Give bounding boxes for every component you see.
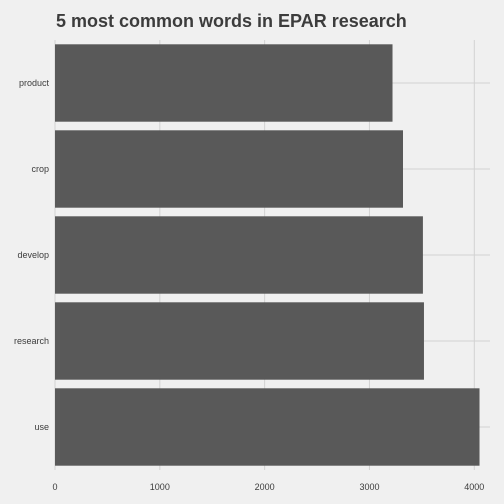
y-tick-label-use: use xyxy=(34,422,49,432)
bar-research xyxy=(55,302,424,380)
y-tick-label-crop: crop xyxy=(31,164,49,174)
bar-develop xyxy=(55,216,423,294)
bars xyxy=(55,44,480,466)
bar-product xyxy=(55,44,393,122)
chart-title: 5 most common words in EPAR research xyxy=(56,11,407,31)
y-tick-labels: use research develop crop product xyxy=(14,78,50,432)
y-tick-label-product: product xyxy=(19,78,50,88)
x-tick-label: 0 xyxy=(52,482,57,492)
x-tick-label: 4000 xyxy=(464,482,484,492)
x-tick-label: 3000 xyxy=(359,482,379,492)
x-tick-label: 1000 xyxy=(150,482,170,492)
x-tick-label: 2000 xyxy=(255,482,275,492)
y-tick-label-develop: develop xyxy=(17,250,49,260)
y-tick-label-research: research xyxy=(14,336,49,346)
bar-crop xyxy=(55,130,403,208)
x-tick-labels: 0 1000 2000 3000 4000 xyxy=(52,482,484,492)
bar-use xyxy=(55,388,480,466)
